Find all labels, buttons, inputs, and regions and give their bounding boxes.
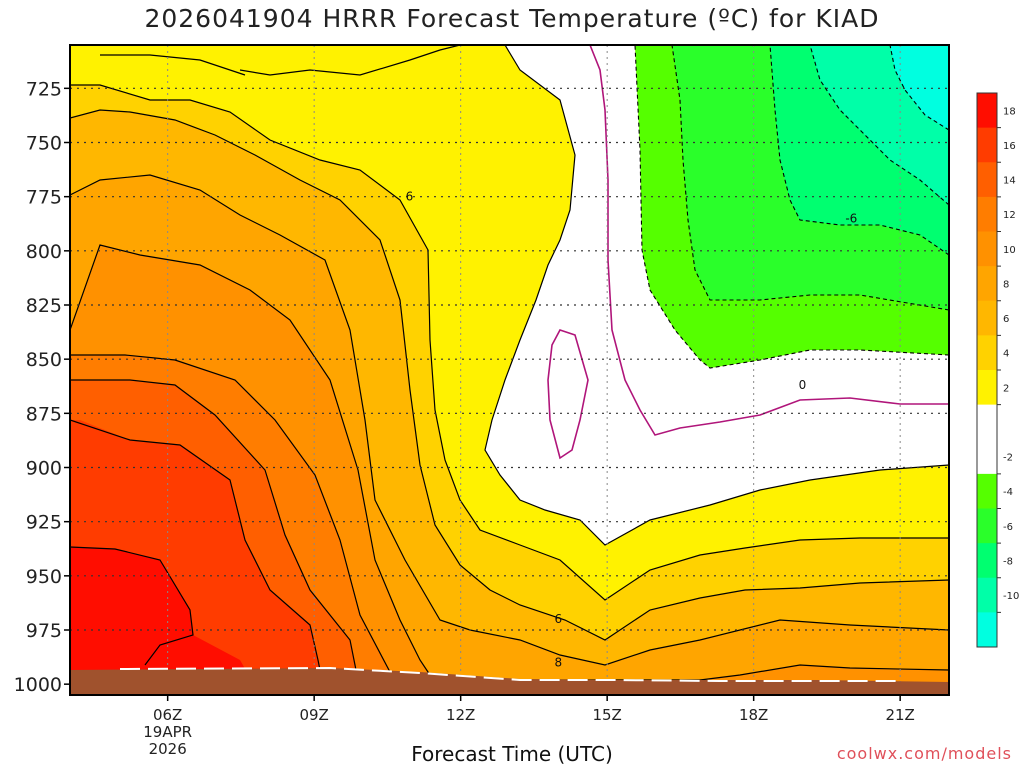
fill-2 bbox=[70, 45, 949, 600]
colorbar-swatch-0 bbox=[977, 93, 997, 129]
fill-minus12 bbox=[890, 45, 949, 130]
colorbar-swatch-8 bbox=[977, 370, 997, 406]
ytick-label-850: 850 bbox=[26, 349, 62, 371]
ytick-label-1000: 1000 bbox=[14, 674, 62, 696]
xtick-label-21: 21Z bbox=[885, 706, 914, 724]
colorbar-label-10: -2 bbox=[1003, 453, 1013, 464]
contour-label-4: 8 bbox=[555, 656, 563, 670]
credit-text: coolwx.com/models bbox=[836, 744, 1012, 763]
colorbar-swatch-6 bbox=[977, 300, 997, 336]
contour-12 bbox=[70, 379, 366, 695]
contour-2 bbox=[70, 84, 949, 601]
xtick-label-9: 09Z bbox=[299, 706, 328, 724]
grid-lines bbox=[70, 45, 949, 695]
ground bbox=[70, 668, 949, 695]
colorbar-label-7: 4 bbox=[1003, 349, 1009, 360]
contour-minus10 bbox=[809, 45, 949, 206]
plot-area: 6 -6 0 6 8 bbox=[70, 45, 949, 695]
colorbar-label-8: 2 bbox=[1003, 383, 1009, 394]
colorbar-label-14: -10 bbox=[1003, 591, 1019, 602]
contour-0 bbox=[589, 45, 949, 436]
colorbar-label-1: 16 bbox=[1003, 141, 1016, 152]
xtick-label-18: 18Z bbox=[739, 706, 768, 724]
contour-0-loop bbox=[547, 329, 589, 460]
plot-frame bbox=[69, 44, 950, 696]
ytick-label-825: 825 bbox=[26, 295, 62, 317]
contour-minus8 bbox=[769, 45, 949, 256]
ytick-label-900: 900 bbox=[26, 458, 62, 480]
contour-label-3: 6 bbox=[555, 612, 563, 626]
x-axis-label: Forecast Time (UTC) bbox=[411, 742, 613, 766]
colorbar-label-4: 10 bbox=[1003, 245, 1016, 256]
ytick-label-725: 725 bbox=[26, 78, 62, 100]
xtick-year-6: 2026 bbox=[149, 740, 187, 758]
colorbar-label-2: 14 bbox=[1003, 176, 1016, 187]
colorbar-label-5: 8 bbox=[1003, 279, 1009, 290]
contour-2-upper bbox=[484, 45, 949, 546]
colorbar-swatch-5 bbox=[977, 266, 997, 302]
contour-16 bbox=[70, 546, 194, 666]
colorbar-label-11: -4 bbox=[1003, 487, 1013, 498]
xtick-date-6: 19APR bbox=[143, 723, 192, 741]
chart-title: 2026041904 HRRR Forecast Temperature (ºC… bbox=[144, 4, 880, 33]
colorbar-label-3: 12 bbox=[1003, 210, 1016, 221]
zero-contours bbox=[547, 45, 949, 460]
contour-labels: 6 -6 0 6 8 bbox=[406, 190, 858, 670]
contour-label-1: -6 bbox=[845, 211, 857, 225]
colorbar-swatch-2 bbox=[977, 162, 997, 198]
colorbar-swatch-14 bbox=[977, 577, 997, 613]
colorbar-swatch-13 bbox=[977, 543, 997, 579]
contour-label-2: 0 bbox=[799, 378, 807, 392]
colorbar-swatch-9 bbox=[977, 404, 997, 440]
ytick-label-800: 800 bbox=[26, 241, 62, 263]
contour-4-upper bbox=[239, 45, 461, 76]
colorbar-label-0: 18 bbox=[1003, 106, 1016, 117]
colorbar-label-13: -8 bbox=[1003, 556, 1013, 567]
surface-line bbox=[119, 666, 900, 682]
xtick-label-12: 12Z bbox=[446, 706, 475, 724]
contour-minus4 bbox=[634, 45, 949, 369]
colorbar-swatch-15 bbox=[977, 612, 997, 648]
ytick-label-775: 775 bbox=[26, 187, 62, 209]
colorbar-label-6: 6 bbox=[1003, 314, 1009, 325]
colorbar-label-12: -6 bbox=[1003, 522, 1013, 533]
xtick-label-15: 15Z bbox=[592, 706, 621, 724]
contour-minus12 bbox=[889, 45, 949, 131]
colorbar-swatch-4 bbox=[977, 231, 997, 267]
ytick-label-875: 875 bbox=[26, 403, 62, 425]
colorbar: 18 16 14 12 10 8 6 4 2 -2 -4 -6 -8 -10 bbox=[976, 92, 1019, 648]
xtick-label-6: 06Z bbox=[153, 706, 182, 724]
colorbar-swatch-1 bbox=[977, 127, 997, 163]
ytick-label-750: 750 bbox=[26, 133, 62, 155]
ytick-label-975: 975 bbox=[26, 620, 62, 642]
dashed-contours bbox=[634, 45, 949, 369]
ytick-label-925: 925 bbox=[26, 512, 62, 534]
fill-white bbox=[470, 45, 949, 545]
contour-6-left bbox=[100, 54, 246, 76]
contour-minus6 bbox=[671, 45, 949, 311]
ytick-label-950: 950 bbox=[26, 566, 62, 588]
colorbar-swatch-12 bbox=[977, 508, 997, 544]
colorbar-swatch-7 bbox=[977, 335, 997, 371]
contour-4 bbox=[70, 109, 949, 641]
contour-label-0: 6 bbox=[406, 190, 414, 204]
colorbar-swatch-11 bbox=[977, 473, 997, 509]
y-axis: 725 750 775 800 825 850 875 900 925 950 975 1000 bbox=[14, 78, 70, 696]
contour-6 bbox=[70, 174, 949, 666]
contour-14 bbox=[70, 419, 326, 695]
contour-10 bbox=[70, 354, 401, 695]
colorbar-swatch-10 bbox=[977, 439, 997, 475]
colorbar-swatch-3 bbox=[977, 196, 997, 232]
